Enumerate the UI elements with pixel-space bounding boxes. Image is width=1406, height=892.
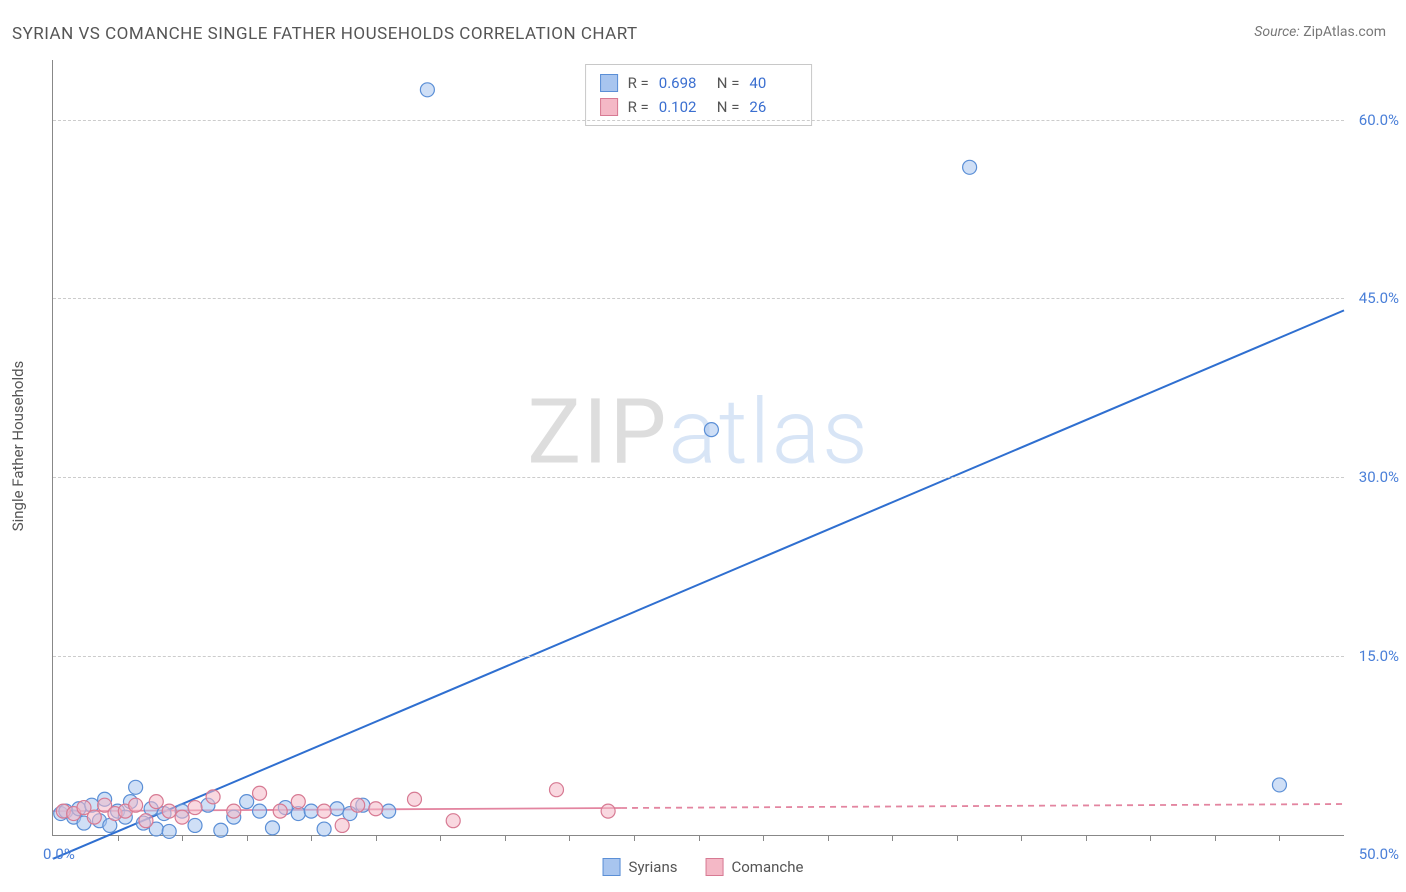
x-tick [634,835,635,841]
x-axis-origin-label: 0.0% [43,845,75,863]
r-label-2: R = [628,95,649,119]
x-tick [1215,835,1216,841]
x-axis-max-label: 50.0% [1359,845,1399,863]
n-value-syrians: 40 [749,71,797,95]
legend-item-syrians: Syrians [603,858,678,876]
y-axis-label: Single Father Households [9,361,27,532]
legend-row-syrians: R = 0.698 N = 40 [600,71,798,95]
swatch-comanche [600,98,618,116]
x-tick [828,835,829,841]
x-tick [118,835,119,841]
grid-line [53,477,1344,478]
n-label-2: N = [717,95,740,119]
r-value-comanche: 0.102 [659,95,707,119]
n-label: N = [717,71,740,95]
x-tick [182,835,183,841]
swatch-syrians [600,74,618,92]
x-tick [505,835,506,841]
x-tick [1086,835,1087,841]
x-tick [440,835,441,841]
grid-line [53,298,1344,299]
y-tick-label: 30.0% [1359,468,1399,486]
x-tick [247,835,248,841]
chart-container: SYRIAN VS COMANCHE SINGLE FATHER HOUSEHO… [0,0,1406,892]
source-label: Source: [1254,24,1299,40]
legend-row-comanche: R = 0.102 N = 26 [600,95,798,119]
legend-item-comanche: Comanche [705,858,803,876]
y-tick-label: 60.0% [1359,111,1399,129]
grid-line [53,120,1344,121]
x-tick [699,835,700,841]
x-tick [1279,835,1280,841]
n-value-comanche: 26 [749,95,797,119]
x-tick [957,835,958,841]
plot-area: ZIPatlas R = 0.698 N = 40 R = 0.102 N = … [52,60,1344,836]
legend-correlation: R = 0.698 N = 40 R = 0.102 N = 26 [585,64,813,126]
legend-swatch-comanche [705,858,723,876]
x-tick [1150,835,1151,841]
legend-series: Syrians Comanche [603,858,804,876]
source-credit: Source: ZipAtlas.com [1254,24,1386,40]
y-tick-label: 15.0% [1359,647,1399,665]
legend-label-syrians: Syrians [629,858,678,876]
x-tick [763,835,764,841]
x-tick [376,835,377,841]
x-tick [311,835,312,841]
chart-title: SYRIAN VS COMANCHE SINGLE FATHER HOUSEHO… [12,24,638,44]
legend-label-comanche: Comanche [731,858,803,876]
plot-svg [53,60,1344,835]
grid-line [53,656,1344,657]
source-name: ZipAtlas.com [1303,24,1386,40]
legend-swatch-syrians [603,858,621,876]
x-tick [1021,835,1022,841]
x-tick [569,835,570,841]
r-value-syrians: 0.698 [659,71,707,95]
y-tick-label: 45.0% [1359,289,1399,307]
r-label: R = [628,71,649,95]
x-tick [892,835,893,841]
